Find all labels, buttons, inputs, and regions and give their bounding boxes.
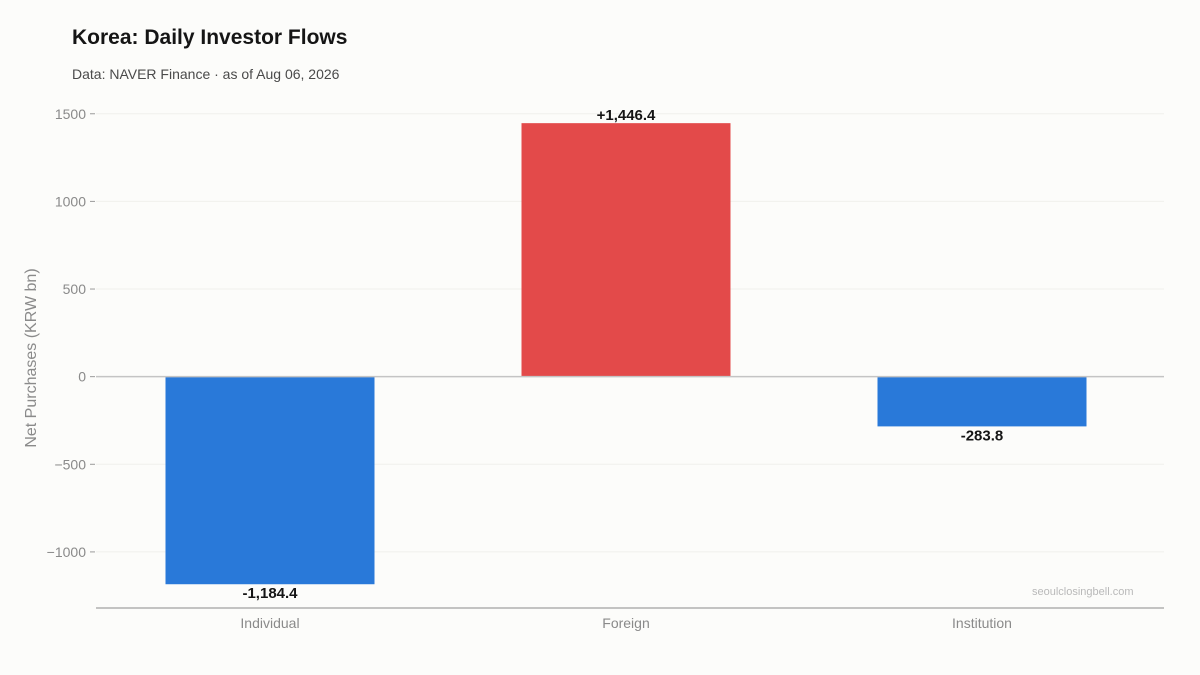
y-axis-label: Net Purchases (KRW bn) [23, 268, 40, 447]
y-tick-label: 0 [78, 369, 86, 385]
x-tick-label-institution: Institution [952, 615, 1012, 631]
labels: 1500 1000 500 0 −500 −1000 -1,184.4 Individual +… [47, 106, 1012, 631]
bar-institution [877, 376, 1087, 427]
y-tick-label: 500 [63, 281, 87, 297]
y-tick-label: −1000 [47, 544, 87, 560]
axes [90, 113, 1164, 609]
bar-individual [165, 376, 375, 585]
bar-foreign [521, 123, 731, 377]
y-tick-label: 1500 [55, 106, 86, 122]
chart-title: Korea: Daily Investor Flows [72, 26, 348, 49]
x-tick-label-foreign: Foreign [602, 615, 649, 631]
chart-subtitle: Data: NAVER Finance · as of Aug 06, 2026 [72, 66, 340, 82]
value-label-institution: -283.8 [961, 427, 1004, 444]
y-tick-label: −500 [54, 456, 86, 472]
value-label-individual: -1,184.4 [242, 585, 298, 602]
value-label-foreign: +1,446.4 [597, 107, 656, 124]
bars [165, 123, 1087, 585]
x-tick-label-individual: Individual [240, 615, 299, 631]
watermark: seoulclosingbell.com [1032, 586, 1134, 598]
y-tick-label: 1000 [55, 193, 86, 209]
